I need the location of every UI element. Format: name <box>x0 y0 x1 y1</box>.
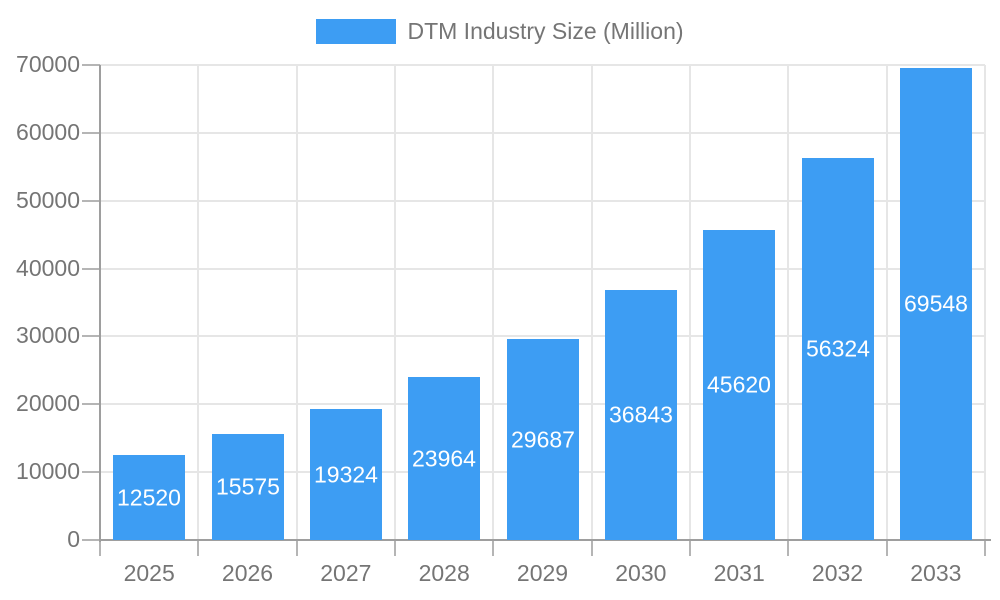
x-axis-tick <box>689 540 691 556</box>
bar-2032[interactable]: 56324 <box>802 158 874 540</box>
x-axis-tick-label: 2031 <box>713 560 765 586</box>
bar-value-label: 36843 <box>609 401 673 428</box>
y-axis-tick-label: 30000 <box>16 321 80 348</box>
gridline-horizontal <box>100 132 985 134</box>
x-axis-tick-label: 2030 <box>615 560 667 586</box>
legend-swatch-icon <box>316 19 397 44</box>
bar-value-label: 15575 <box>216 473 280 500</box>
gridline-vertical <box>590 65 593 540</box>
bar-value-label: 45620 <box>707 371 771 398</box>
y-axis-line <box>99 65 101 542</box>
bar-2033[interactable]: 69548 <box>900 68 972 540</box>
bar-value-label: 69548 <box>904 290 968 317</box>
y-axis-tick-label: 20000 <box>16 389 80 416</box>
bar-2028[interactable]: 23964 <box>408 377 480 540</box>
x-axis-tick <box>492 540 495 556</box>
bar-2027[interactable]: 19324 <box>310 409 382 540</box>
y-axis-tick-label: 10000 <box>16 457 80 484</box>
bar-value-label: 56324 <box>806 335 870 362</box>
gridline-horizontal <box>100 64 985 66</box>
x-axis-tick <box>99 540 101 556</box>
bar-value-label: 29687 <box>511 426 575 452</box>
gridline-vertical <box>492 65 495 540</box>
y-axis-tick <box>82 539 100 541</box>
y-axis-tick-label: 0 <box>67 525 80 552</box>
gridline-horizontal <box>100 200 985 202</box>
y-axis-tick-label: 50000 <box>16 186 80 213</box>
y-axis-tick <box>82 335 100 337</box>
bar-value-label: 19324 <box>314 461 378 487</box>
gridline-vertical <box>984 65 986 540</box>
bar-value-label: 12520 <box>117 484 181 510</box>
y-axis-tick-label: 40000 <box>16 254 80 281</box>
gridline-horizontal <box>100 268 985 270</box>
gridline-vertical <box>295 65 298 540</box>
x-axis-tick <box>984 540 986 556</box>
bar-2025[interactable]: 12520 <box>113 455 185 540</box>
bar-2026[interactable]: 15575 <box>212 434 284 540</box>
x-axis-tick-label: 2025 <box>123 560 175 586</box>
y-axis-tick <box>82 471 100 473</box>
y-axis-tick <box>82 132 100 134</box>
x-axis-tick-label: 2027 <box>320 560 372 586</box>
gridline-vertical <box>394 65 396 540</box>
x-axis-tick-label: 2032 <box>811 560 864 586</box>
bar-2029[interactable]: 29687 <box>507 339 579 540</box>
y-axis-tick-label: 70000 <box>16 50 80 77</box>
y-axis-tick <box>82 64 100 66</box>
x-axis-tick-label: 2033 <box>910 560 962 586</box>
x-axis-tick <box>787 540 790 556</box>
y-axis-tick <box>82 403 100 405</box>
y-axis-tick <box>82 268 100 270</box>
bar-2030[interactable]: 36843 <box>605 290 677 540</box>
y-axis-tick-label: 60000 <box>16 118 80 145</box>
x-axis-tick <box>197 540 200 556</box>
x-axis-tick <box>885 540 888 556</box>
x-axis-tick-label: 2029 <box>516 560 569 586</box>
gridline-vertical <box>689 65 691 540</box>
x-axis-tick-label: 2028 <box>418 560 470 586</box>
x-axis-tick <box>394 540 396 556</box>
chart-legend: DTM Industry Size (Million) <box>0 18 1000 45</box>
x-axis-line <box>100 539 991 541</box>
x-axis-tick <box>295 540 298 556</box>
x-axis-tick <box>590 540 593 556</box>
gridline-vertical <box>787 65 790 540</box>
legend-label: DTM Industry Size (Million) <box>407 18 684 44</box>
y-axis-tick <box>82 200 100 202</box>
gridline-vertical <box>885 65 888 540</box>
bar-2031[interactable]: 45620 <box>703 230 775 540</box>
x-axis-tick-label: 2026 <box>221 560 274 586</box>
gridline-vertical <box>197 65 200 540</box>
gridline-horizontal <box>100 335 985 337</box>
bar-value-label: 23964 <box>412 445 476 471</box>
